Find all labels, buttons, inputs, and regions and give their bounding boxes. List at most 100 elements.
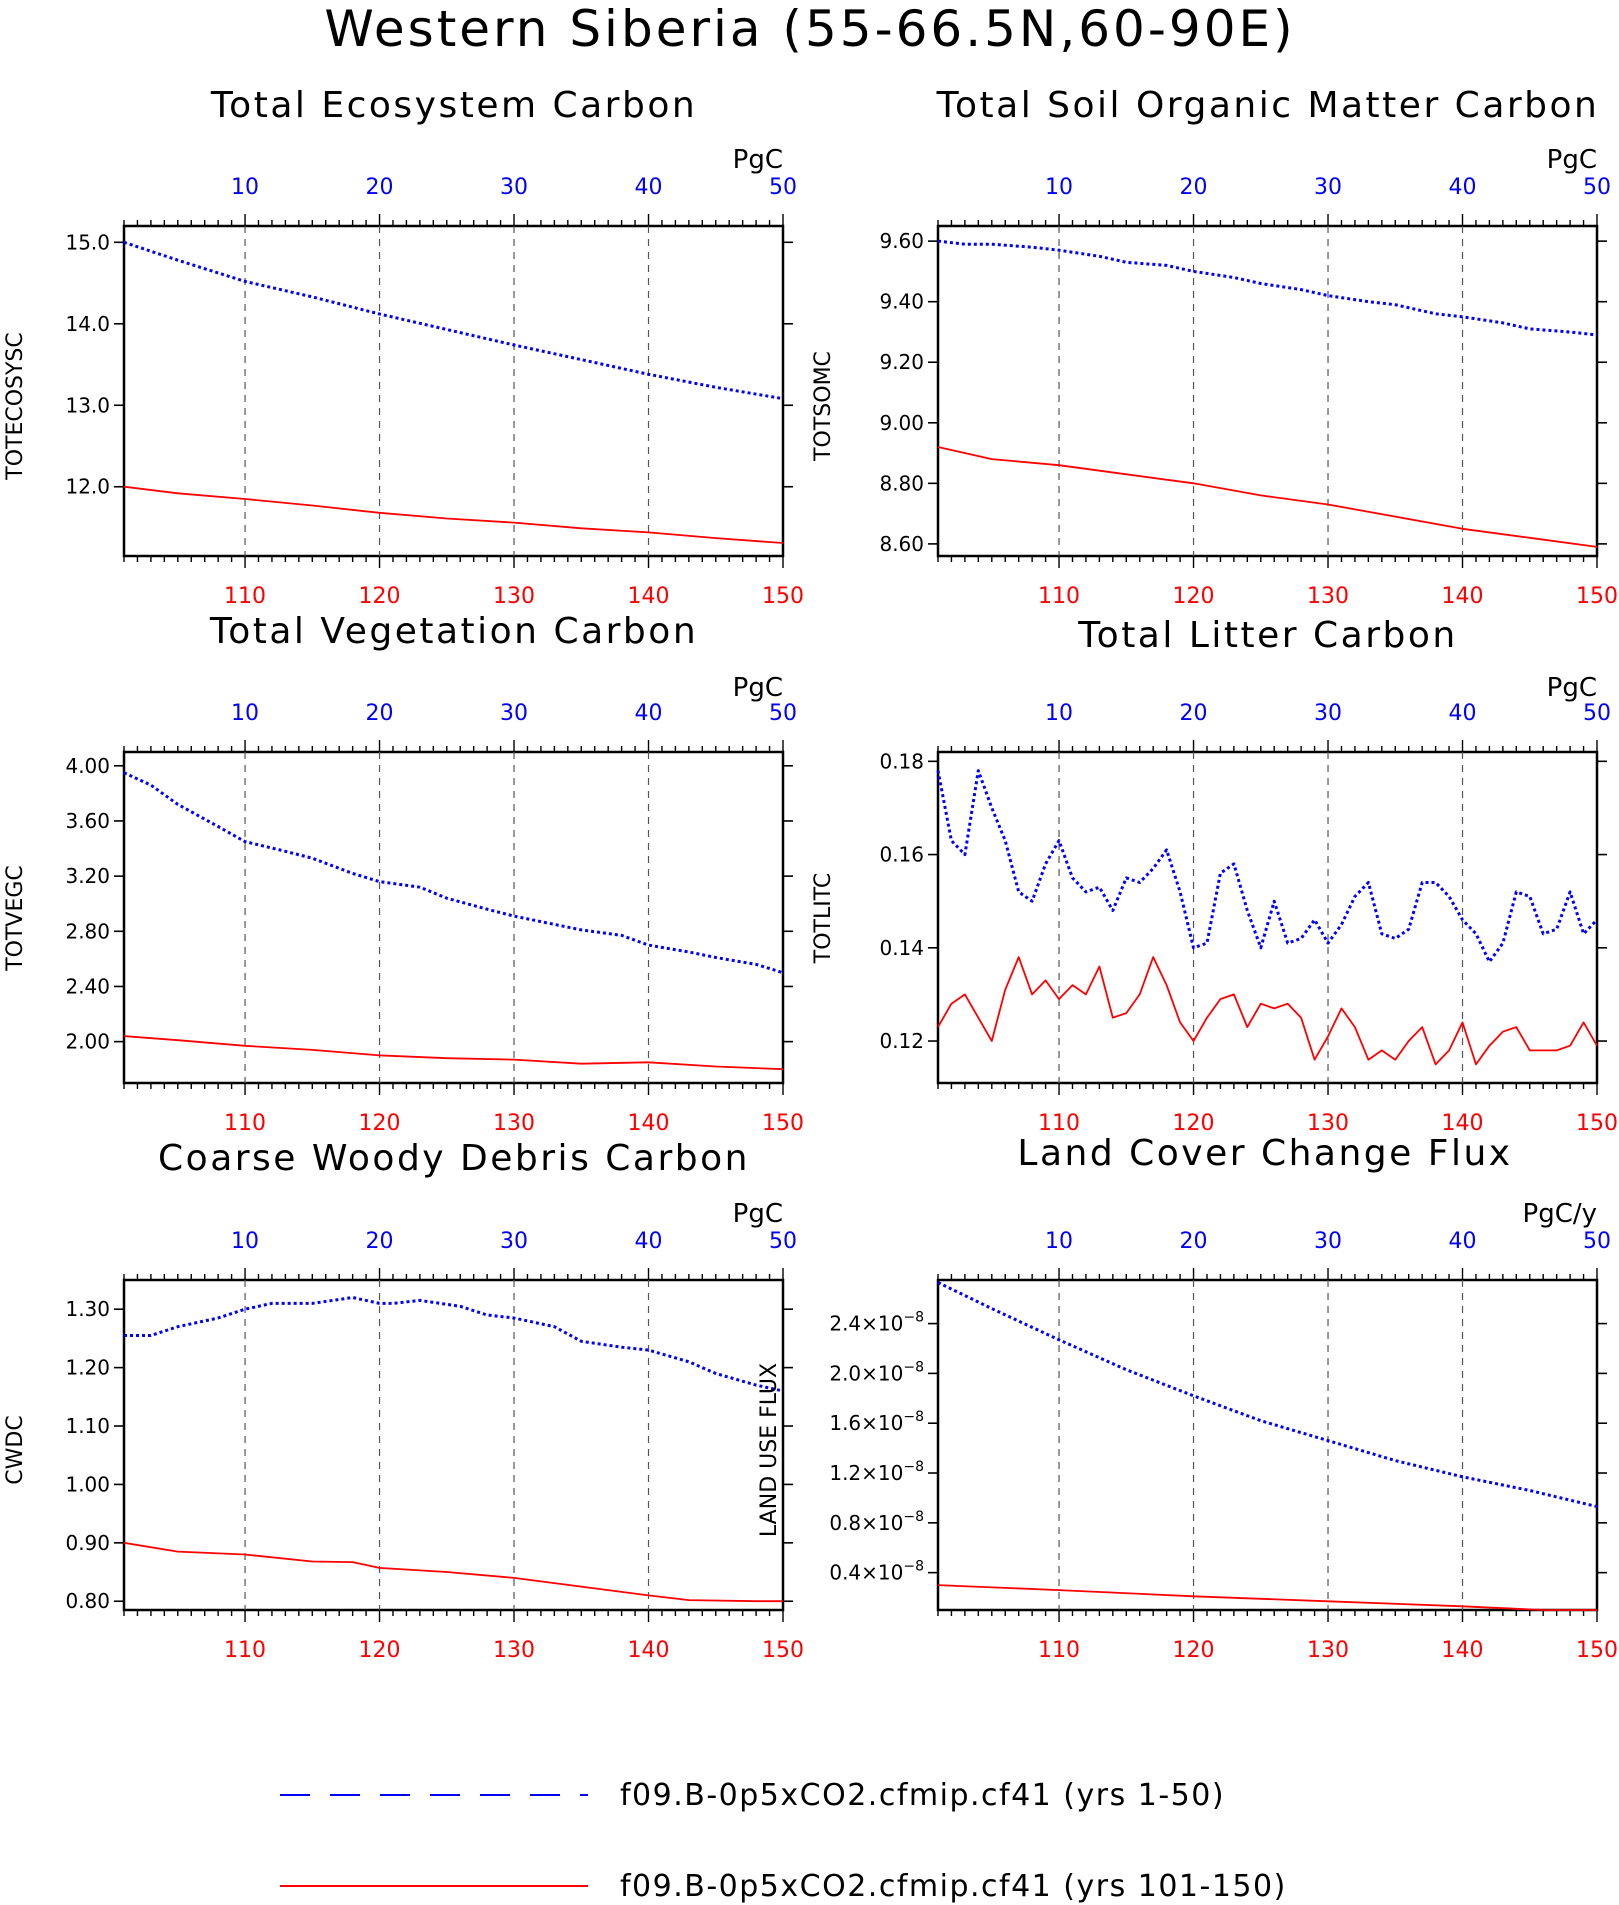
bottom-tick-label: 130 [493,1638,535,1663]
top-tick-label: 20 [1180,175,1208,200]
top-tick-label: 50 [769,701,797,726]
top-tick-label: 50 [1583,175,1611,200]
y-tick-label: 0.12 [879,1029,924,1053]
panel-title: Total Litter Carbon [1077,615,1457,656]
top-tick-label: 20 [366,701,394,726]
y-tick-label: 2.80 [65,919,110,943]
top-tick-label: 10 [1045,175,1073,200]
y-tick-exponent: −8 [903,1559,924,1575]
y-tick-label: 8.80 [879,471,924,495]
series-line-yrs-101-150 [123,485,784,544]
bottom-tick-label: 140 [628,1638,670,1663]
y-tick-label: 4.00 [65,754,110,778]
top-tick-label: 30 [1314,175,1342,200]
series-line-yrs-1-50 [937,239,1598,337]
panel-total-soil-organic-matter-carbon: Total Soil Organic Matter Carbon PgC TOT… [811,85,1618,609]
bottom-tick-label: 150 [1576,584,1618,609]
series-line-yrs-101-150 [123,1035,784,1071]
bottom-tick-label: 120 [1173,1111,1215,1136]
y-tick-exponent: −8 [903,1310,924,1326]
series-line-yrs-101-150 [937,446,1598,548]
units-label: PgC [733,145,783,175]
y-tick-label: 0.18 [879,749,924,773]
panel-title: Coarse Woody Debris Carbon [158,1138,750,1179]
y-tick-label: 8.60 [879,532,924,556]
legend: f09.B-0p5xCO2.cfmip.cf41 (yrs 1-50) f09.… [280,1778,1285,1904]
units-label: PgC/y [1523,1199,1597,1229]
y-tick-exponent: −8 [903,1459,924,1475]
y-tick-label: 0.90 [65,1531,110,1555]
panel-total-litter-carbon: Total Litter Carbon PgC TOTLITC 10 20 30 40… [811,615,1618,1136]
top-tick-label: 50 [1583,701,1611,726]
top-tick-label: 30 [1314,1229,1342,1254]
bottom-tick-label: 120 [359,1638,401,1663]
top-tick-label: 20 [1180,701,1208,726]
y-tick-label: 9.60 [879,229,924,253]
top-tick-label: 20 [366,175,394,200]
top-tick-label: 30 [1314,701,1342,726]
y-axis-label: LAND USE FLUX [757,1363,782,1537]
series-line-yrs-101-150 [123,1541,783,1603]
bottom-tick-label: 130 [493,1111,535,1136]
y-axis-label: TOTLITC [811,873,836,964]
units-label: PgC [1547,673,1597,703]
plot-frame [122,224,785,558]
top-tick-label: 50 [769,175,797,200]
top-tick-label: 40 [1449,175,1477,200]
units-label: PgC [1547,145,1597,175]
top-tick-label: 20 [1180,1229,1208,1254]
y-tick-label: 0.80 [65,1589,110,1613]
panel-title: Land Cover Change Flux [1017,1133,1512,1174]
y-tick-label: 0.8×10−8 [829,1509,924,1535]
bottom-tick-label: 130 [1307,1111,1349,1136]
bottom-tick-label: 120 [359,1111,401,1136]
y-tick-label: 1.10 [65,1414,110,1438]
bottom-tick-label: 130 [1307,584,1349,609]
top-tick-label: 10 [231,175,259,200]
top-tick-label: 40 [635,175,663,200]
bottom-tick-label: 130 [493,584,535,609]
panel-title: Total Vegetation Carbon [209,611,698,652]
y-axis-label: CWDC [3,1415,28,1484]
y-tick-label: 3.20 [65,864,110,888]
y-tick-label: 13.0 [65,393,110,417]
bottom-tick-label: 110 [1038,1111,1080,1136]
y-tick-label: 0.14 [879,936,924,960]
bottom-tick-label: 110 [1038,1638,1080,1663]
y-tick-label: 2.4×10−8 [829,1310,924,1336]
y-axis-label: TOTSOMC [811,351,836,462]
y-tick-label: 1.30 [65,1297,110,1321]
series-line-yrs-1-50 [123,771,784,975]
y-tick-exponent: −8 [903,1359,924,1375]
y-tick-label: 1.20 [65,1356,110,1380]
bottom-tick-label: 150 [1576,1111,1618,1136]
bottom-tick-label: 120 [1173,584,1215,609]
y-tick-label: 2.00 [65,1030,110,1054]
units-label: PgC [733,1199,783,1229]
panel-total-ecosystem-carbon: Total Ecosystem Carbon PgC TOTECOSYSC 10… [3,85,804,609]
panel-coarse-woody-debris-carbon: Coarse Woody Debris Carbon PgC CWDC 10 20… [3,1138,804,1663]
top-tick-label: 30 [500,701,528,726]
bottom-tick-label: 150 [762,1111,804,1136]
panel-title: Total Ecosystem Carbon [210,85,697,126]
bottom-tick-label: 130 [1307,1638,1349,1663]
plot-frame [936,1278,1599,1612]
top-tick-label: 10 [1045,1229,1073,1254]
bottom-tick-label: 140 [1442,584,1484,609]
y-tick-label: 1.2×10−8 [829,1459,924,1485]
bottom-tick-label: 110 [224,1638,266,1663]
top-tick-label: 40 [1449,701,1477,726]
series-line-yrs-1-50 [937,1281,1598,1509]
y-tick-label: 14.0 [65,312,110,336]
bottom-tick-label: 110 [224,1111,266,1136]
top-tick-label: 10 [231,701,259,726]
y-tick-label: 15.0 [65,230,110,254]
plot-frame [936,224,1599,558]
panel-total-vegetation-carbon: Total Vegetation Carbon PgC TOTVEGC 10 20… [3,611,804,1136]
top-tick-label: 30 [500,1229,528,1254]
y-tick-label: 2.0×10−8 [829,1359,924,1385]
top-tick-label: 30 [500,175,528,200]
top-tick-label: 40 [1449,1229,1477,1254]
